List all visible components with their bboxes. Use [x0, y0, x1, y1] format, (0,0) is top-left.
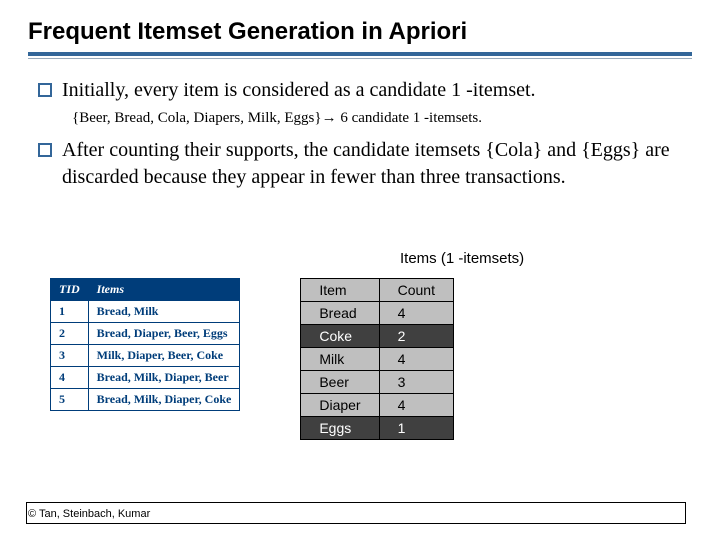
table-row: Beer3	[301, 371, 454, 394]
title-rule-thin	[28, 58, 692, 59]
items-count-table: Item Count Bread4 Coke2 Milk4 Beer3 Diap…	[300, 278, 454, 440]
table-row: 3Milk, Diaper, Beer, Coke	[51, 345, 240, 367]
table-row: 4Bread, Milk, Diaper, Beer	[51, 367, 240, 389]
bullet-marker-icon	[38, 143, 52, 157]
table-row: 1Bread, Milk	[51, 301, 240, 323]
table-row: Bread4	[301, 302, 454, 325]
it-body: Bread4 Coke2 Milk4 Beer3 Diaper4 Eggs1	[301, 302, 454, 440]
it-header-item: Item	[301, 279, 379, 302]
tx-header-items: Items	[88, 279, 240, 301]
table-row: 2Bread, Diaper, Beer, Eggs	[51, 323, 240, 345]
items-caption: Items (1 -itemsets)	[400, 250, 524, 267]
tables-row: TID Items 1Bread, Milk 2Bread, Diaper, B…	[50, 278, 454, 440]
bullet-item: Initially, every item is considered as a…	[38, 77, 692, 104]
tx-header-tid: TID	[51, 279, 89, 301]
slide: Frequent Itemset Generation in Apriori I…	[0, 0, 720, 540]
bullet-marker-icon	[38, 83, 52, 97]
table-row-highlight: Coke2	[301, 325, 454, 348]
table-row: Diaper4	[301, 394, 454, 417]
table-row: Milk4	[301, 348, 454, 371]
slide-title: Frequent Itemset Generation in Apriori	[28, 18, 692, 46]
table-row: 5Bread, Milk, Diaper, Coke	[51, 389, 240, 411]
bullet-text: After counting their supports, the candi…	[62, 137, 692, 191]
tx-body: 1Bread, Milk 2Bread, Diaper, Beer, Eggs …	[51, 301, 240, 411]
bullet-text: Initially, every item is considered as a…	[62, 77, 536, 104]
bullet-item: After counting their supports, the candi…	[38, 137, 692, 191]
title-rule-thick	[28, 52, 692, 56]
footer-credit: © Tan, Steinbach, Kumar	[28, 508, 150, 520]
it-header-count: Count	[379, 279, 453, 302]
bullet-list: Initially, every item is considered as a…	[38, 77, 692, 191]
transactions-table: TID Items 1Bread, Milk 2Bread, Diaper, B…	[50, 278, 240, 411]
bullet-subtext: {Beer, Bread, Cola, Diapers, Milk, Eggs}…	[72, 110, 692, 127]
table-row-highlight: Eggs1	[301, 417, 454, 440]
